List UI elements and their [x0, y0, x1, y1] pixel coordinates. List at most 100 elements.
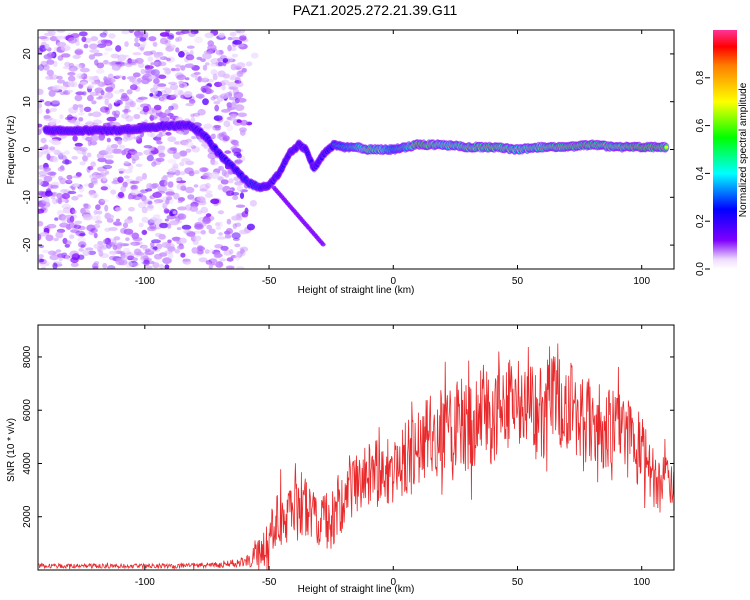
noise-blob	[75, 172, 82, 177]
noise-blob	[90, 161, 96, 167]
noise-blob	[60, 45, 71, 52]
noise-blob	[130, 188, 140, 196]
noise-blob	[151, 239, 161, 244]
noise-blob	[203, 123, 213, 129]
noise-blob	[140, 253, 149, 259]
noise-blob	[62, 90, 69, 95]
noise-blob	[88, 182, 94, 189]
noise-blob	[214, 81, 223, 87]
noise-blob	[175, 47, 180, 53]
noise-blob	[169, 220, 179, 226]
noise-blob	[52, 197, 58, 205]
noise-blob	[224, 234, 232, 239]
noise-blob	[89, 76, 100, 81]
noise-blob	[238, 33, 248, 37]
noise-blob	[53, 237, 59, 242]
noise-blob	[83, 106, 92, 113]
noise-blob	[107, 265, 116, 269]
noise-blob	[93, 209, 98, 215]
noise-blob	[213, 100, 221, 105]
noise-blob	[48, 250, 57, 256]
noise-blob	[93, 243, 100, 249]
noise-blob	[74, 114, 79, 120]
noise-blob	[95, 68, 105, 74]
noise-blob	[104, 204, 109, 212]
noise-blob	[118, 170, 124, 174]
noise-blob	[164, 264, 170, 269]
noise-blob	[44, 43, 50, 50]
noise-blob	[155, 232, 162, 237]
noise-blob	[118, 168, 126, 173]
colorbar-tick-label: 0.6	[695, 118, 706, 132]
noise-blob	[169, 83, 179, 91]
noise-blob	[227, 58, 236, 63]
noise-blob	[186, 63, 195, 68]
noise-blob	[72, 209, 77, 214]
noise-blob	[239, 250, 246, 257]
noise-blob	[156, 133, 163, 138]
snr-xtick-label: 100	[633, 577, 650, 588]
noise-blob	[216, 236, 227, 240]
noise-blob	[226, 190, 235, 197]
noise-blob	[180, 185, 187, 191]
noise-blob	[61, 85, 68, 90]
noise-blob	[146, 183, 154, 190]
noise-blob	[221, 131, 227, 138]
noise-blob	[91, 100, 97, 105]
noise-blob	[230, 46, 237, 52]
noise-blob	[77, 112, 85, 116]
noise-blob	[226, 102, 233, 108]
noise-blob	[40, 137, 47, 144]
noise-blob	[52, 262, 58, 269]
noise-blob	[187, 194, 195, 200]
noise-blob	[49, 36, 58, 42]
noise-blob	[43, 64, 50, 71]
noise-blob	[68, 65, 78, 72]
noise-blob	[105, 86, 114, 93]
noise-blob	[129, 180, 140, 184]
noise-blob	[208, 258, 218, 264]
noise-blob	[125, 64, 132, 68]
noise-blob	[236, 30, 246, 34]
noise-blob	[57, 197, 63, 205]
noise-blob	[72, 135, 78, 142]
noise-blob	[162, 174, 168, 179]
noise-blob	[239, 229, 249, 235]
noise-blob	[164, 250, 173, 254]
noise-blob	[215, 50, 221, 55]
noise-blob	[167, 34, 175, 40]
noise-blob	[38, 102, 42, 109]
noise-blob	[73, 175, 81, 179]
noise-blob	[170, 94, 178, 98]
noise-blob	[82, 155, 88, 162]
noise-blob	[165, 68, 171, 75]
noise-blob	[222, 73, 230, 79]
noise-blob	[69, 234, 75, 239]
noise-blob	[124, 41, 129, 47]
noise-blob	[116, 242, 124, 247]
noise-blob	[133, 136, 140, 140]
noise-blob	[134, 31, 144, 38]
noise-blob	[113, 236, 121, 241]
noise-blob	[226, 257, 234, 262]
noise-blob	[227, 116, 232, 120]
noise-blob	[116, 100, 123, 105]
noise-blob	[74, 220, 83, 225]
noise-blob	[135, 98, 144, 103]
noise-blob	[113, 90, 123, 95]
noise-blob	[195, 93, 205, 99]
noise-blob	[225, 228, 233, 235]
noise-blob	[175, 178, 182, 182]
noise-blob	[89, 43, 98, 50]
noise-blob	[205, 176, 212, 180]
noise-blob	[180, 139, 189, 146]
noise-blob	[82, 149, 87, 156]
noise-blob	[98, 95, 107, 100]
noise-blob	[196, 246, 205, 252]
noise-blob	[210, 96, 216, 101]
noise-blob	[167, 81, 178, 85]
noise-blob	[136, 106, 145, 111]
noise-blob	[102, 30, 108, 36]
noise-blob	[44, 100, 53, 107]
noise-blob	[82, 249, 90, 257]
